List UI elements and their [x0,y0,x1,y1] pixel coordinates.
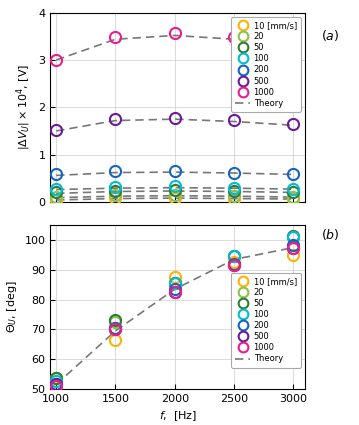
Text: $(b)$: $(b)$ [321,227,340,242]
Legend: 10 [mm/s], 20, 50, 100, 200, 500, 1000, Theory: 10 [mm/s], 20, 50, 100, 200, 500, 1000, … [231,273,301,368]
Legend: 10 [mm/s], 20, 50, 100, 200, 500, 1000, Theory: 10 [mm/s], 20, 50, 100, 200, 500, 1000, … [231,17,301,112]
Text: $(a)$: $(a)$ [321,28,340,42]
Y-axis label: $\Theta_U$, [deg]: $\Theta_U$, [deg] [5,281,19,333]
X-axis label: $f$,  [Hz]: $f$, [Hz] [159,409,197,423]
Y-axis label: $|\Delta V_U| \times 10^4$, [V]: $|\Delta V_U| \times 10^4$, [V] [14,64,33,150]
